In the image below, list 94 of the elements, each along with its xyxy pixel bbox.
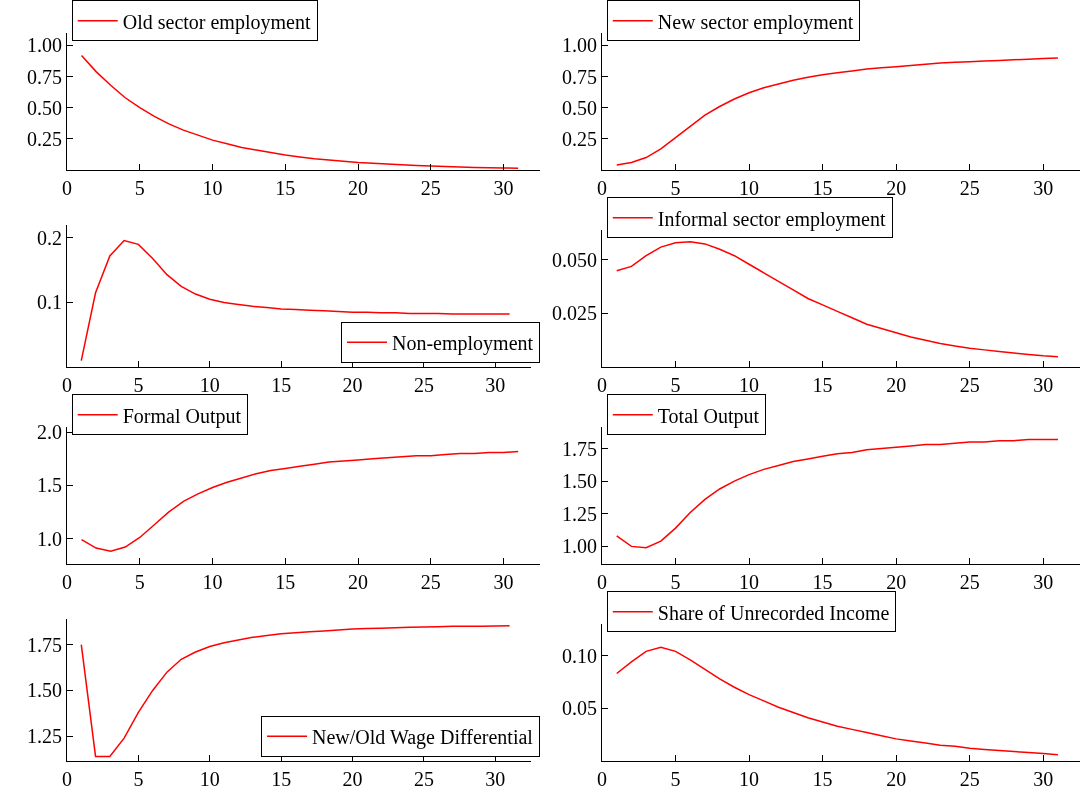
x-tick-label: 30 bbox=[1033, 177, 1054, 199]
x-tick-label: 20 bbox=[886, 374, 907, 396]
x-tick-label: 10 bbox=[739, 768, 760, 790]
y-tick-label: 1.00 bbox=[27, 34, 62, 57]
y-tick-label: 0.1 bbox=[37, 291, 62, 314]
y-tick-label: 0.050 bbox=[552, 248, 597, 271]
y-tick-label: 0.05 bbox=[562, 697, 597, 720]
x-tick-label: 25 bbox=[420, 177, 441, 199]
y-tick-label: 0.025 bbox=[552, 302, 597, 325]
y-tick-label: 1.00 bbox=[562, 535, 597, 558]
x-tick-label: 0 bbox=[62, 177, 72, 199]
x-tick-label: 5 bbox=[670, 768, 681, 790]
x-tick-label: 10 bbox=[739, 571, 760, 593]
x-tick-label: 0 bbox=[597, 768, 607, 790]
x-tick-label: 30 bbox=[493, 177, 514, 199]
line-series bbox=[615, 646, 1059, 756]
legend-label: Formal Output bbox=[122, 404, 242, 428]
legend-label: Non-employment bbox=[392, 332, 534, 356]
legend-label: Informal sector employment bbox=[657, 207, 886, 231]
x-tick-label: 10 bbox=[202, 571, 223, 593]
y-tick-label: 1.50 bbox=[562, 470, 597, 493]
y-tick-label: 1.5 bbox=[37, 474, 62, 497]
y-tick-label: 1.25 bbox=[562, 502, 597, 525]
x-tick-label: 20 bbox=[886, 177, 907, 199]
line-series bbox=[615, 438, 1059, 549]
y-tick-label: 0.2 bbox=[37, 226, 62, 249]
legend-label: Share of Unrecorded Income bbox=[657, 601, 890, 624]
x-tick-label: 25 bbox=[413, 768, 434, 790]
y-tick-label: 0.50 bbox=[562, 96, 597, 119]
y-tick-label: 0.75 bbox=[27, 65, 62, 88]
x-tick-label: 20 bbox=[348, 177, 369, 199]
y-tick-label: 0.50 bbox=[27, 96, 62, 119]
x-tick-label: 30 bbox=[1033, 374, 1054, 396]
y-tick-label: 0.25 bbox=[27, 127, 62, 150]
legend-label: Old sector employment bbox=[122, 10, 311, 34]
x-tick-label: 30 bbox=[1033, 768, 1054, 790]
x-tick-label: 15 bbox=[271, 374, 292, 396]
y-tick-label: 2.0 bbox=[37, 421, 62, 444]
x-tick-label: 0 bbox=[597, 374, 607, 396]
y-tick-label: 0.75 bbox=[562, 65, 597, 88]
x-tick-label: 25 bbox=[959, 177, 980, 199]
x-tick-label: 15 bbox=[275, 571, 296, 593]
y-tick-label: 1.75 bbox=[562, 437, 597, 460]
x-tick-label: 10 bbox=[199, 768, 220, 790]
y-tick-label: 1.25 bbox=[27, 725, 62, 748]
x-tick-label: 5 bbox=[670, 571, 681, 593]
x-tick-label: 10 bbox=[739, 177, 760, 199]
x-tick-label: 5 bbox=[670, 374, 681, 396]
y-tick-label: 0.25 bbox=[562, 127, 597, 150]
y-tick-label: 1.50 bbox=[27, 679, 62, 702]
y-tick-label: 1.75 bbox=[27, 633, 62, 656]
x-tick-label: 5 bbox=[133, 374, 144, 396]
x-tick-label: 15 bbox=[271, 768, 292, 790]
legend-label: Total Output bbox=[657, 404, 760, 428]
y-tick-label: 1.00 bbox=[562, 34, 597, 57]
line-series bbox=[615, 241, 1059, 358]
x-tick-label: 25 bbox=[413, 374, 434, 396]
legend-label: New sector employment bbox=[657, 10, 854, 34]
x-tick-label: 20 bbox=[342, 768, 363, 790]
x-tick-label: 25 bbox=[959, 571, 980, 593]
x-tick-label: 0 bbox=[62, 768, 72, 790]
x-tick-label: 10 bbox=[739, 374, 760, 396]
x-tick-label: 5 bbox=[670, 177, 681, 199]
x-tick-label: 5 bbox=[133, 768, 144, 790]
x-tick-label: 5 bbox=[134, 571, 145, 593]
x-tick-label: 5 bbox=[134, 177, 145, 199]
x-tick-label: 0 bbox=[62, 374, 72, 396]
x-tick-label: 20 bbox=[342, 374, 363, 396]
x-tick-label: 0 bbox=[62, 571, 72, 593]
x-tick-label: 20 bbox=[348, 571, 369, 593]
x-tick-label: 25 bbox=[420, 571, 441, 593]
x-tick-label: 15 bbox=[812, 177, 833, 199]
x-tick-label: 0 bbox=[597, 571, 607, 593]
x-tick-label: 0 bbox=[597, 177, 607, 199]
x-tick-label: 15 bbox=[812, 768, 833, 790]
y-tick-label: 1.0 bbox=[37, 527, 62, 550]
x-tick-label: 15 bbox=[812, 571, 833, 593]
x-tick-label: 10 bbox=[202, 177, 223, 199]
x-tick-label: 15 bbox=[275, 177, 296, 199]
x-tick-label: 30 bbox=[485, 374, 506, 396]
x-tick-label: 10 bbox=[199, 374, 220, 396]
x-tick-label: 20 bbox=[886, 571, 907, 593]
line-series bbox=[615, 57, 1059, 166]
x-tick-label: 25 bbox=[959, 768, 980, 790]
line-series bbox=[80, 54, 519, 170]
x-tick-label: 20 bbox=[886, 768, 907, 790]
legend-label: New/Old Wage Differential bbox=[312, 726, 534, 750]
y-tick-label: 0.10 bbox=[562, 644, 597, 667]
x-tick-label: 30 bbox=[1033, 571, 1054, 593]
x-tick-label: 30 bbox=[493, 571, 514, 593]
x-tick-label: 15 bbox=[812, 374, 833, 396]
x-tick-label: 30 bbox=[485, 768, 506, 790]
line-series bbox=[80, 450, 519, 553]
x-tick-label: 25 bbox=[959, 374, 980, 396]
